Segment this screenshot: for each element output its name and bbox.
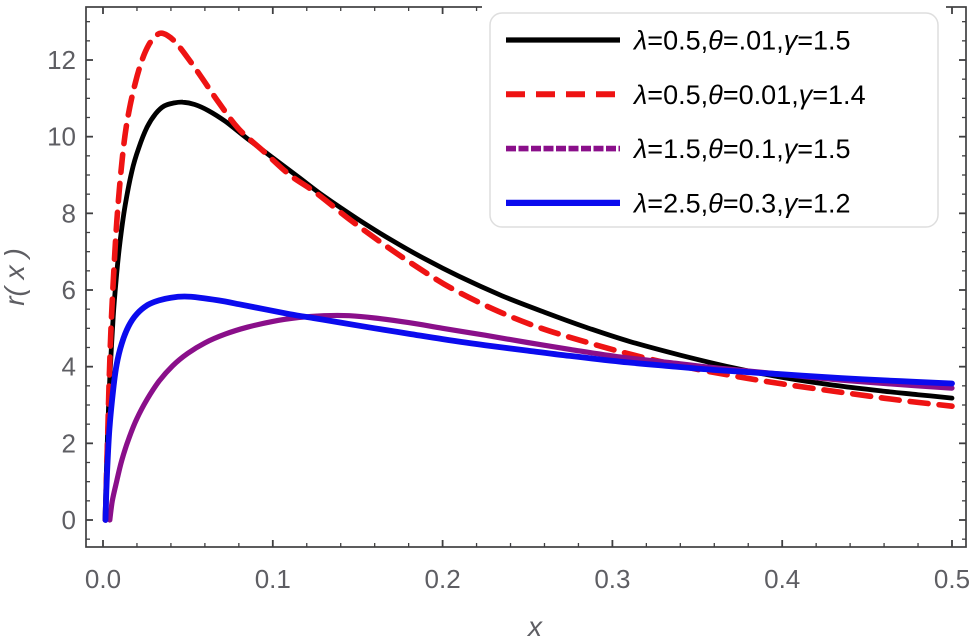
series-3-curve [107, 312, 955, 523]
series-1-curve [102, 99, 955, 523]
x-tick-label: 0.2 [425, 564, 461, 594]
y-tick-label: 6 [62, 275, 76, 305]
legend-box [489, 12, 939, 228]
axis-labels-layer: x r( x ) [0, 248, 543, 641]
x-tick-label: 0.0 [85, 564, 121, 594]
legend-item-label: λ=0.5,θ=.01,γ=1.5 [632, 26, 851, 56]
legend-item: λ=1.5,θ=0.1,γ=1.5 [506, 134, 851, 164]
x-tick-label: 0.3 [594, 564, 630, 594]
legend-item-label: λ=0.5,θ=0.01,γ=1.4 [632, 80, 866, 110]
y-tick-label: 4 [62, 352, 76, 382]
series-2-curve [102, 30, 955, 523]
y-tick-label: 0 [62, 505, 76, 535]
legend-item: λ=2.5,θ=0.3,γ=1.2 [506, 188, 851, 218]
x-tick-label: 0.1 [255, 564, 291, 594]
axis-ticks-layer: 0.0 0.1 0.2 0.3 0.4 0.5 0 2 4 6 8 10 12 [47, 7, 970, 594]
series-4-curve [102, 293, 955, 523]
legend-item-label: λ=1.5,θ=0.1,γ=1.5 [632, 134, 851, 164]
legend-item: λ=0.5,θ=.01,γ=1.5 [506, 26, 851, 56]
legend: λ=0.5,θ=.01,γ=1.5 λ=0.5,θ=0.01,γ=1.4 λ=1.5… [482, 0, 946, 234]
y-tick-label: 8 [62, 198, 76, 228]
x-tick-label: 0.4 [764, 564, 800, 594]
x-axis-label: x [526, 611, 543, 641]
y-tick-label: 10 [47, 122, 76, 152]
legend-item-label: λ=2.5,θ=0.3,γ=1.2 [632, 188, 851, 218]
y-tick-label: 2 [62, 428, 76, 458]
x-tick-label: 0.5 [934, 564, 970, 594]
y-tick-label: 12 [47, 45, 76, 75]
legend-item: λ=0.5,θ=0.01,γ=1.4 [506, 80, 866, 110]
y-axis-label: r( x ) [0, 248, 30, 306]
curves-layer [102, 30, 955, 523]
